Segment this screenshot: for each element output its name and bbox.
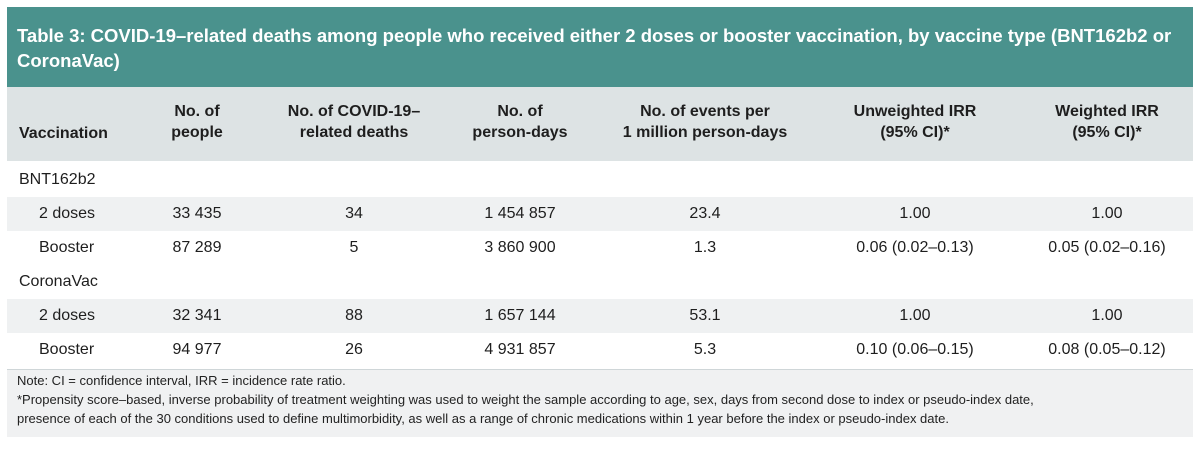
cell-unweighted-irr: 1.00 bbox=[899, 307, 931, 324]
table-title: Table 3: COVID-19–related deaths among p… bbox=[17, 25, 1172, 71]
cell-unweighted-irr: 0.10 (0.06–0.15) bbox=[856, 341, 974, 358]
cell-unweighted-irr: 1.00 bbox=[899, 205, 931, 222]
table-title-bar: Table 3: COVID-19–related deaths among p… bbox=[7, 7, 1193, 87]
header-deaths: No. of COVID-19– related deaths bbox=[287, 103, 421, 141]
group-label: CoronaVac bbox=[19, 273, 98, 290]
note-weighting-line-2: presence of each of the 30 conditions us… bbox=[17, 411, 949, 426]
group-label: BNT162b2 bbox=[19, 171, 96, 188]
cell-people: 33 435 bbox=[172, 205, 222, 222]
cell-people: 32 341 bbox=[172, 307, 222, 324]
cell-weighted-irr: 1.00 bbox=[1091, 307, 1123, 324]
notes-divider bbox=[7, 369, 1193, 370]
cell-events-per-million: 23.4 bbox=[689, 205, 721, 222]
cell-unweighted-irr: 0.06 (0.02–0.13) bbox=[856, 239, 974, 256]
header-weighted-irr: Weighted IRR (95% CI)* bbox=[1055, 103, 1159, 141]
cell-people: 87 289 bbox=[172, 239, 222, 256]
cell-person-days: 1 454 857 bbox=[484, 205, 556, 222]
cell-weighted-irr: 0.05 (0.02–0.16) bbox=[1048, 239, 1166, 256]
group-row-bnt162b2: BNT162b2 bbox=[7, 163, 1193, 197]
cell-deaths: 88 bbox=[345, 307, 363, 324]
cell-events-per-million: 53.1 bbox=[689, 307, 721, 324]
table-header: Vaccination No. of people No. of COVID-1… bbox=[7, 87, 1193, 161]
table-row: 2 doses 32 341 88 1 657 144 53.1 1.00 1.… bbox=[7, 299, 1193, 333]
row-label: 2 doses bbox=[39, 307, 96, 324]
header-people: No. of people bbox=[171, 103, 223, 141]
cell-person-days: 3 860 900 bbox=[484, 239, 556, 256]
header-person-days: No. of person-days bbox=[472, 103, 568, 141]
table-row: 2 doses 33 435 34 1 454 857 23.4 1.00 1.… bbox=[7, 197, 1193, 231]
cell-events-per-million: 5.3 bbox=[693, 341, 717, 358]
row-label: 2 doses bbox=[39, 205, 96, 222]
table-row: Booster 87 289 5 3 860 900 1.3 0.06 (0.0… bbox=[7, 231, 1193, 265]
group-row-coronavac: CoronaVac bbox=[7, 265, 1193, 299]
cell-person-days: 1 657 144 bbox=[484, 307, 556, 324]
note-weighting-line-1: *Propensity score–based, inverse probabi… bbox=[17, 392, 1034, 407]
table-notes: Note: CI = confidence interval, IRR = in… bbox=[17, 371, 1183, 428]
cell-person-days: 4 931 857 bbox=[484, 341, 556, 358]
cell-weighted-irr: 1.00 bbox=[1091, 205, 1123, 222]
row-label: Booster bbox=[39, 341, 95, 358]
note-abbreviations: Note: CI = confidence interval, IRR = in… bbox=[17, 373, 346, 388]
cell-deaths: 26 bbox=[345, 341, 363, 358]
header-events-per-million: No. of events per 1 million person-days bbox=[622, 103, 788, 141]
row-label: Booster bbox=[39, 239, 95, 256]
table-figure: Table 3: COVID-19–related deaths among p… bbox=[7, 7, 1193, 437]
cell-deaths: 34 bbox=[345, 205, 363, 222]
cell-events-per-million: 1.3 bbox=[693, 239, 717, 256]
table-row: Booster 94 977 26 4 931 857 5.3 0.10 (0.… bbox=[7, 333, 1193, 367]
header-vaccination: Vaccination bbox=[19, 125, 108, 142]
table-body: BNT162b2 2 doses 33 435 34 1 454 857 23.… bbox=[7, 161, 1193, 369]
cell-weighted-irr: 0.08 (0.05–0.12) bbox=[1048, 341, 1166, 358]
cell-people: 94 977 bbox=[172, 341, 222, 358]
cell-deaths: 5 bbox=[349, 239, 359, 256]
header-unweighted-irr: Unweighted IRR (95% CI)* bbox=[853, 103, 977, 141]
